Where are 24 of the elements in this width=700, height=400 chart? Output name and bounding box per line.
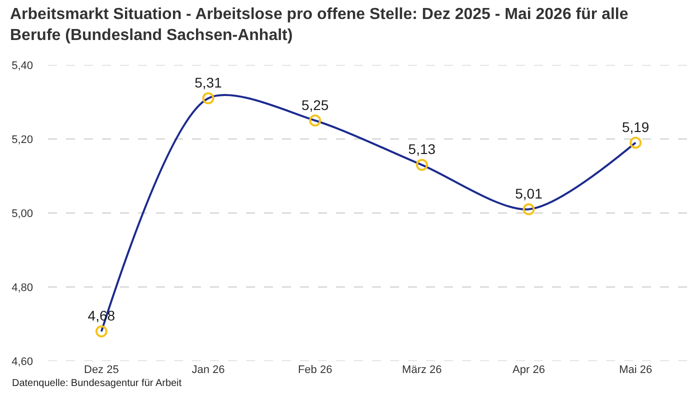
data-label: 5,01 bbox=[515, 186, 543, 202]
point bbox=[522, 203, 535, 216]
x-tick-label: Dez 25 bbox=[84, 364, 119, 376]
data-label: 5,19 bbox=[622, 118, 650, 135]
y-tick-label: 5,20 bbox=[12, 134, 33, 146]
x-tick-label: März 26 bbox=[402, 364, 442, 376]
y-tick-label: 4,80 bbox=[12, 282, 33, 294]
x-tick-label: Feb 26 bbox=[298, 364, 332, 376]
point bbox=[202, 92, 214, 104]
point bbox=[416, 158, 428, 171]
chart-title: Arbeitsmarkt Situation - Arbeitslose pro offene Stelle: Dez 2025 - Mai 2026 für alle Berufe (Bundesland Sachsen-Anhalt) bbox=[10, 6, 628, 44]
text: Datenquelle: Bundesagentur für Arbeit bbox=[12, 378, 182, 389]
x-tick-label: Jan 26 bbox=[192, 364, 225, 376]
x-tick-label: Apr 26 bbox=[512, 364, 545, 376]
point bbox=[630, 136, 642, 149]
data-label: 5,13 bbox=[408, 141, 436, 158]
data-label: 5,31 bbox=[194, 74, 222, 91]
point bbox=[95, 325, 108, 338]
data-label: 5,25 bbox=[301, 96, 329, 113]
point bbox=[309, 114, 322, 126]
y-tick-label: 5,40 bbox=[12, 60, 33, 72]
x-tick-label: Mai 26 bbox=[619, 364, 652, 376]
y-tick-label: 5,00 bbox=[12, 208, 33, 220]
y-tick-label: 4,60 bbox=[12, 356, 33, 368]
